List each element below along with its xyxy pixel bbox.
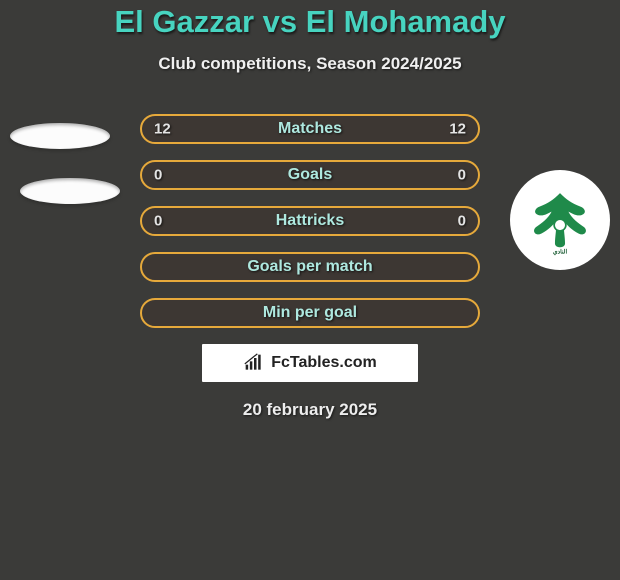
- stat-label: Goals per match: [247, 258, 372, 276]
- stat-right-value: 12: [449, 121, 466, 138]
- stat-label: Goals: [288, 166, 332, 184]
- page-title: El Gazzar vs El Mohamady: [0, 4, 620, 40]
- svg-text:النادي: النادي: [553, 249, 568, 256]
- stat-left-value: 0: [154, 213, 162, 230]
- stat-label: Hattricks: [276, 212, 344, 230]
- stat-right-value: 0: [458, 213, 466, 230]
- stat-right-value: 0: [458, 167, 466, 184]
- stat-row-hattricks: 0 Hattricks 0: [140, 206, 480, 236]
- branding-text: FcTables.com: [271, 354, 377, 372]
- stat-row-goals: 0 Goals 0: [140, 160, 480, 190]
- left-avatar-placeholder-1: [10, 123, 110, 149]
- left-avatar-placeholder-2: [20, 178, 120, 204]
- stat-row-goals-per-match: Goals per match: [140, 252, 480, 282]
- stat-label: Min per goal: [263, 304, 357, 322]
- date-label: 20 february 2025: [0, 400, 620, 420]
- bar-chart-icon: [243, 353, 265, 373]
- eagle-crest-icon: النادي: [518, 178, 602, 262]
- branding-badge: FcTables.com: [202, 344, 418, 382]
- stat-label: Matches: [278, 120, 342, 138]
- subtitle: Club competitions, Season 2024/2025: [0, 54, 620, 74]
- stat-row-matches: 12 Matches 12: [140, 114, 480, 144]
- stat-left-value: 0: [154, 167, 162, 184]
- right-club-crest: النادي: [510, 170, 610, 270]
- stat-left-value: 12: [154, 121, 171, 138]
- stats-table: 12 Matches 12 0 Goals 0 0 Hattricks 0 Go…: [140, 114, 480, 328]
- stat-row-min-per-goal: Min per goal: [140, 298, 480, 328]
